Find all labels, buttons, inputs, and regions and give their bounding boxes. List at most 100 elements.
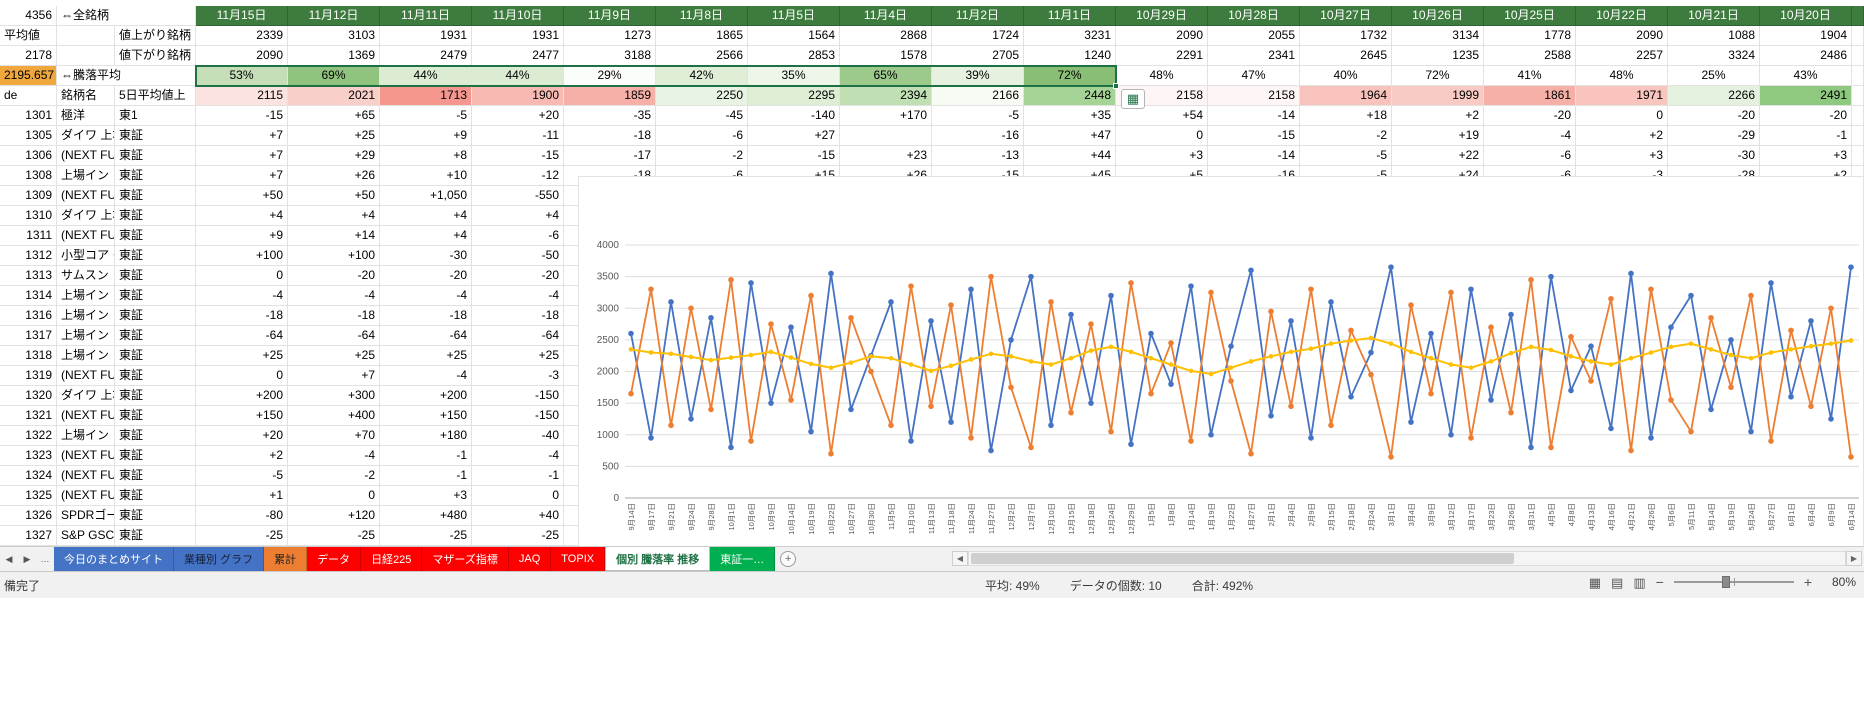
stock-value-cell[interactable]: -20 xyxy=(1668,106,1760,126)
cell-ratio-label[interactable]: ⇔騰落平均 xyxy=(57,66,196,86)
ratio-cell[interactable]: 53% xyxy=(196,66,288,86)
stock-code-cell[interactable]: 1311 xyxy=(0,226,57,246)
rising-count-cell[interactable]: 1904 xyxy=(1760,26,1852,46)
stock-value-cell[interactable]: +180 xyxy=(380,426,472,446)
stock-value-cell[interactable]: +7 xyxy=(196,166,288,186)
stock-value-cell[interactable]: +29 xyxy=(288,146,380,166)
stock-value-cell[interactable]: +4 xyxy=(196,206,288,226)
grid-cell[interactable] xyxy=(1852,106,1864,126)
cell-ratio-average[interactable]: 2195.657 xyxy=(0,66,57,86)
tab-overflow-icon[interactable]: … xyxy=(40,554,50,564)
stock-code-cell[interactable]: 1313 xyxy=(0,266,57,286)
stock-market-cell[interactable]: 東証 xyxy=(115,166,196,186)
stock-value-cell[interactable]: +7 xyxy=(288,366,380,386)
sheet-tab-6[interactable]: マザーズ指標 xyxy=(422,547,509,571)
stock-market-cell[interactable]: 東1 xyxy=(115,106,196,126)
stock-code-cell[interactable]: 1309 xyxy=(0,186,57,206)
grid-cell[interactable] xyxy=(57,46,115,66)
date-header-cell[interactable]: 11月1日 xyxy=(1024,6,1116,26)
avg5-cell[interactable]: 1964 xyxy=(1300,86,1392,106)
stock-market-cell[interactable]: 東証 xyxy=(115,226,196,246)
falling-count-cell[interactable]: 2645 xyxy=(1300,46,1392,66)
grid-cell[interactable] xyxy=(1852,146,1864,166)
stock-market-cell[interactable]: 東証 xyxy=(115,366,196,386)
stock-name-cell[interactable]: (NEXT FU xyxy=(57,466,115,486)
ratio-cell[interactable]: 41% xyxy=(1484,66,1576,86)
stock-value-cell[interactable]: -25 xyxy=(472,526,564,546)
stock-name-cell[interactable]: 上場イン xyxy=(57,426,115,446)
stock-code-cell[interactable]: 1310 xyxy=(0,206,57,226)
stock-value-cell[interactable]: 0 xyxy=(1576,106,1668,126)
stock-value-cell[interactable]: -17 xyxy=(564,146,656,166)
avg5-cell[interactable]: 2115 xyxy=(196,86,288,106)
date-header-cell[interactable]: 11月5日 xyxy=(748,6,840,26)
rising-count-cell[interactable]: 2090 xyxy=(1576,26,1668,46)
stock-value-cell[interactable]: -64 xyxy=(196,326,288,346)
rising-count-cell[interactable]: 1724 xyxy=(932,26,1024,46)
rising-count-cell[interactable]: 3134 xyxy=(1392,26,1484,46)
stock-value-cell[interactable]: +70 xyxy=(288,426,380,446)
stock-market-cell[interactable]: 東証 xyxy=(115,506,196,526)
stock-market-cell[interactable]: 東証 xyxy=(115,246,196,266)
cell-rising-label[interactable]: 値上がり銘柄 xyxy=(115,26,196,46)
stock-value-cell[interactable]: +4 xyxy=(472,206,564,226)
sheet-tab-9[interactable]: 個別 騰落率 推移 xyxy=(605,547,711,571)
avg5-cell[interactable]: 2250 xyxy=(656,86,748,106)
avg5-cell[interactable]: 2266 xyxy=(1668,86,1760,106)
stock-value-cell[interactable]: 0 xyxy=(196,366,288,386)
stock-value-cell[interactable]: +2 xyxy=(1392,106,1484,126)
date-header-cell[interactable]: 10月21日 xyxy=(1668,6,1760,26)
rising-count-cell[interactable]: 1732 xyxy=(1300,26,1392,46)
stock-value-cell[interactable]: +400 xyxy=(288,406,380,426)
stock-value-cell[interactable]: -4 xyxy=(380,286,472,306)
stock-value-cell[interactable]: -14 xyxy=(1208,146,1300,166)
zoom-slider-thumb[interactable] xyxy=(1721,576,1730,588)
sheet-tab-5[interactable]: 日経225 xyxy=(361,547,423,571)
ratio-cell[interactable]: 72% xyxy=(1024,66,1116,86)
stock-value-cell[interactable]: -11 xyxy=(472,126,564,146)
stock-value-cell[interactable]: -35 xyxy=(564,106,656,126)
stock-code-cell[interactable]: 1322 xyxy=(0,426,57,446)
avg5-cell[interactable]: 1971 xyxy=(1576,86,1668,106)
stock-value-cell[interactable]: +3 xyxy=(1760,146,1852,166)
stock-value-cell[interactable]: +7 xyxy=(196,126,288,146)
stock-value-cell[interactable]: +27 xyxy=(748,126,840,146)
stock-value-cell[interactable]: -29 xyxy=(1668,126,1760,146)
falling-count-cell[interactable]: 1578 xyxy=(840,46,932,66)
cell-falling-label[interactable]: 値下がり銘柄 xyxy=(115,46,196,66)
avg5-cell[interactable]: 2295 xyxy=(748,86,840,106)
stock-value-cell[interactable]: 0 xyxy=(1116,126,1208,146)
stock-value-cell[interactable]: -30 xyxy=(1668,146,1760,166)
stock-value-cell[interactable]: +3 xyxy=(1576,146,1668,166)
stock-value-cell[interactable]: -64 xyxy=(472,326,564,346)
stock-value-cell[interactable]: +480 xyxy=(380,506,472,526)
stock-name-cell[interactable]: (NEXT FU xyxy=(57,486,115,506)
falling-count-cell[interactable]: 2291 xyxy=(1116,46,1208,66)
stock-value-cell[interactable]: +18 xyxy=(1300,106,1392,126)
stock-name-cell[interactable]: SPDRゴー xyxy=(57,506,115,526)
stock-value-cell[interactable]: -4 xyxy=(288,446,380,466)
stock-value-cell[interactable]: -2 xyxy=(288,466,380,486)
falling-count-cell[interactable]: 1240 xyxy=(1024,46,1116,66)
stock-value-cell[interactable]: -150 xyxy=(472,386,564,406)
stock-market-cell[interactable]: 東証 xyxy=(115,346,196,366)
rising-count-cell[interactable]: 1273 xyxy=(564,26,656,46)
cell-de[interactable]: de xyxy=(0,86,57,106)
ratio-cell[interactable]: 72% xyxy=(1392,66,1484,86)
stock-value-cell[interactable]: -30 xyxy=(380,246,472,266)
normal-view-icon[interactable]: ▦ xyxy=(1588,574,1602,590)
stock-value-cell[interactable]: -1 xyxy=(380,446,472,466)
date-header-cell[interactable]: 10月28日 xyxy=(1208,6,1300,26)
tab-scroll-right-icon[interactable]: ▶ xyxy=(23,553,31,564)
stock-value-cell[interactable]: -15 xyxy=(196,106,288,126)
ratio-cell[interactable]: 44% xyxy=(472,66,564,86)
stock-value-cell[interactable]: +25 xyxy=(472,346,564,366)
date-header-cell[interactable]: 11月15日 xyxy=(196,6,288,26)
stock-market-cell[interactable]: 東証 xyxy=(115,466,196,486)
ratio-cell[interactable]: 48% xyxy=(1116,66,1208,86)
rising-count-cell[interactable]: 1865 xyxy=(656,26,748,46)
stock-code-cell[interactable]: 1326 xyxy=(0,506,57,526)
stock-value-cell[interactable]: +20 xyxy=(472,106,564,126)
stock-value-cell[interactable]: +19 xyxy=(1392,126,1484,146)
stock-value-cell[interactable]: +25 xyxy=(288,346,380,366)
